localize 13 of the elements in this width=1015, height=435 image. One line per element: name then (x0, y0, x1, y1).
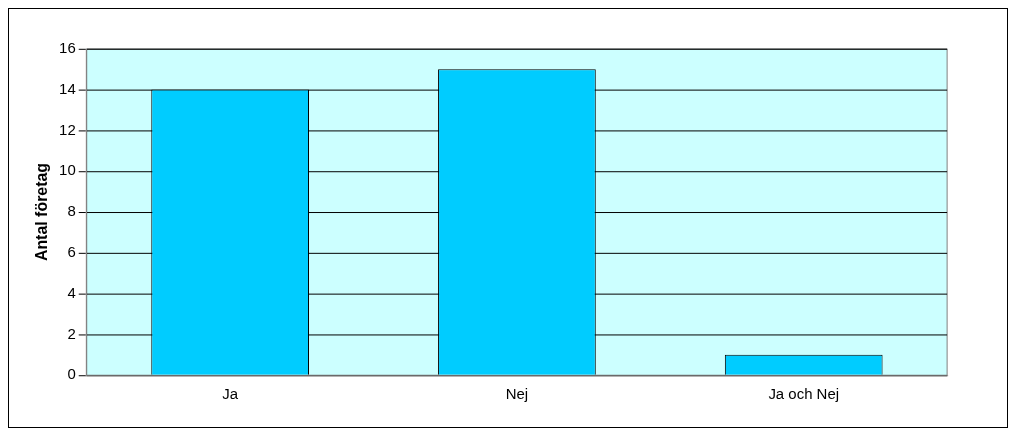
y-tick-label: 6 (67, 242, 76, 260)
y-tick-label: 2 (67, 324, 76, 342)
x-tick-label: Ja (222, 385, 239, 403)
x-tick-label: Nej (505, 385, 529, 403)
y-tick-label: 4 (67, 283, 76, 301)
y-tick-label: 0 (67, 365, 76, 383)
y-axis-title: Antal företag (32, 162, 50, 262)
y-tick-label: 16 (59, 38, 76, 56)
y-tick-label: 10 (59, 161, 76, 179)
y-tick-label: 12 (59, 120, 76, 138)
y-tick-label: 14 (59, 79, 76, 97)
x-tick-label: Ja och Nej (768, 385, 840, 403)
y-tick-label: 8 (67, 202, 76, 220)
